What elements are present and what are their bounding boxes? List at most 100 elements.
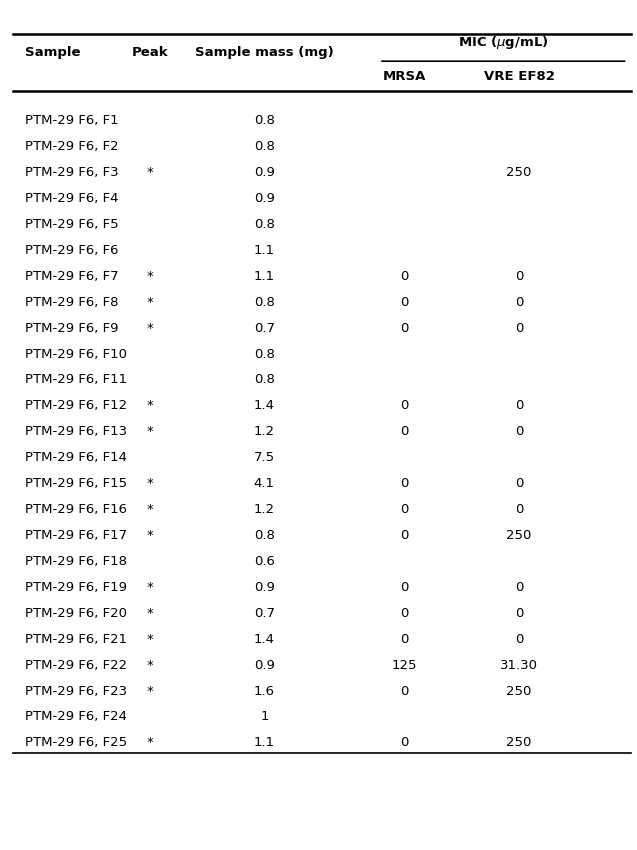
Text: 0.8: 0.8 (254, 529, 275, 542)
Text: PTM-29 F6, F21: PTM-29 F6, F21 (25, 632, 127, 646)
Text: 4.1: 4.1 (254, 477, 275, 490)
Text: 0: 0 (400, 400, 409, 412)
Text: MIC ($\mu$g/mL): MIC ($\mu$g/mL) (458, 34, 548, 51)
Text: 1.4: 1.4 (254, 632, 275, 646)
Text: 0: 0 (400, 736, 409, 750)
Text: PTM-29 F6, F20: PTM-29 F6, F20 (25, 607, 127, 620)
Text: Sample mass (mg): Sample mass (mg) (195, 46, 334, 60)
Text: 1.2: 1.2 (254, 425, 275, 439)
Text: PTM-29 F6, F15: PTM-29 F6, F15 (25, 477, 127, 490)
Text: 0.9: 0.9 (254, 659, 275, 672)
Text: 0: 0 (515, 503, 524, 516)
Text: 0: 0 (515, 607, 524, 620)
Text: 0.7: 0.7 (254, 321, 275, 335)
Text: PTM-29 F6, F2: PTM-29 F6, F2 (25, 140, 119, 153)
Text: *: * (147, 503, 153, 516)
Text: 250: 250 (506, 684, 532, 698)
Text: MRSA: MRSA (383, 70, 426, 83)
Text: 7.5: 7.5 (254, 451, 275, 464)
Text: 0: 0 (400, 296, 409, 309)
Text: *: * (147, 166, 153, 179)
Text: *: * (147, 269, 153, 283)
Text: PTM-29 F6, F10: PTM-29 F6, F10 (25, 348, 127, 360)
Text: 0.8: 0.8 (254, 140, 275, 153)
Text: 0: 0 (515, 425, 524, 439)
Text: 0: 0 (400, 607, 409, 620)
Text: 0: 0 (400, 477, 409, 490)
Text: PTM-29 F6, F6: PTM-29 F6, F6 (25, 244, 119, 257)
Text: 0.9: 0.9 (254, 166, 275, 179)
Text: *: * (147, 425, 153, 439)
Text: 125: 125 (392, 659, 417, 672)
Text: *: * (147, 684, 153, 698)
Text: 1.1: 1.1 (254, 269, 275, 283)
Text: *: * (147, 736, 153, 750)
Text: PTM-29 F6, F12: PTM-29 F6, F12 (25, 400, 127, 412)
Text: 0: 0 (400, 581, 409, 594)
Text: 250: 250 (506, 166, 532, 179)
Text: 0: 0 (400, 503, 409, 516)
Text: PTM-29 F6, F3: PTM-29 F6, F3 (25, 166, 119, 179)
Text: 0.8: 0.8 (254, 373, 275, 387)
Text: 0.8: 0.8 (254, 218, 275, 231)
Text: 0.9: 0.9 (254, 192, 275, 205)
Text: 0.9: 0.9 (254, 581, 275, 594)
Text: 0: 0 (515, 477, 524, 490)
Text: PTM-29 F6, F9: PTM-29 F6, F9 (25, 321, 119, 335)
Text: 1: 1 (260, 711, 269, 723)
Text: 1.1: 1.1 (254, 736, 275, 750)
Text: PTM-29 F6, F8: PTM-29 F6, F8 (25, 296, 119, 309)
Text: 0: 0 (400, 632, 409, 646)
Text: *: * (147, 659, 153, 672)
Text: *: * (147, 400, 153, 412)
Text: PTM-29 F6, F5: PTM-29 F6, F5 (25, 218, 119, 231)
Text: *: * (147, 632, 153, 646)
Text: 0: 0 (400, 269, 409, 283)
Text: PTM-29 F6, F1: PTM-29 F6, F1 (25, 114, 119, 128)
Text: 0: 0 (400, 425, 409, 439)
Text: 0: 0 (515, 269, 524, 283)
Text: PTM-29 F6, F11: PTM-29 F6, F11 (25, 373, 127, 387)
Text: PTM-29 F6, F18: PTM-29 F6, F18 (25, 555, 127, 568)
Text: *: * (147, 477, 153, 490)
Text: PTM-29 F6, F14: PTM-29 F6, F14 (25, 451, 127, 464)
Text: 0.7: 0.7 (254, 607, 275, 620)
Text: Sample: Sample (25, 46, 81, 60)
Text: 0.8: 0.8 (254, 348, 275, 360)
Text: 0: 0 (400, 321, 409, 335)
Text: 250: 250 (506, 529, 532, 542)
Text: 0: 0 (515, 321, 524, 335)
Text: PTM-29 F6, F25: PTM-29 F6, F25 (25, 736, 127, 750)
Text: 0: 0 (400, 529, 409, 542)
Text: PTM-29 F6, F16: PTM-29 F6, F16 (25, 503, 127, 516)
Text: 0: 0 (515, 400, 524, 412)
Text: *: * (147, 581, 153, 594)
Text: *: * (147, 529, 153, 542)
Text: 1.2: 1.2 (254, 503, 275, 516)
Text: PTM-29 F6, F13: PTM-29 F6, F13 (25, 425, 127, 439)
Text: 0.6: 0.6 (254, 555, 275, 568)
Text: 0: 0 (515, 296, 524, 309)
Text: 0: 0 (400, 684, 409, 698)
Text: PTM-29 F6, F4: PTM-29 F6, F4 (25, 192, 119, 205)
Text: 0: 0 (515, 632, 524, 646)
Text: PTM-29 F6, F24: PTM-29 F6, F24 (25, 711, 127, 723)
Text: 0: 0 (515, 581, 524, 594)
Text: 0.8: 0.8 (254, 114, 275, 128)
Text: PTM-29 F6, F19: PTM-29 F6, F19 (25, 581, 127, 594)
Text: PTM-29 F6, F23: PTM-29 F6, F23 (25, 684, 127, 698)
Text: PTM-29 F6, F17: PTM-29 F6, F17 (25, 529, 127, 542)
Text: *: * (147, 321, 153, 335)
Text: 0.8: 0.8 (254, 296, 275, 309)
Text: *: * (147, 607, 153, 620)
Text: 31.30: 31.30 (500, 659, 538, 672)
Text: 1.6: 1.6 (254, 684, 275, 698)
Text: VRE EF82: VRE EF82 (483, 70, 555, 83)
Text: 1.4: 1.4 (254, 400, 275, 412)
Text: Peak: Peak (131, 46, 168, 60)
Text: *: * (147, 296, 153, 309)
Text: PTM-29 F6, F7: PTM-29 F6, F7 (25, 269, 119, 283)
Text: 250: 250 (506, 736, 532, 750)
Text: 1.1: 1.1 (254, 244, 275, 257)
Text: PTM-29 F6, F22: PTM-29 F6, F22 (25, 659, 127, 672)
